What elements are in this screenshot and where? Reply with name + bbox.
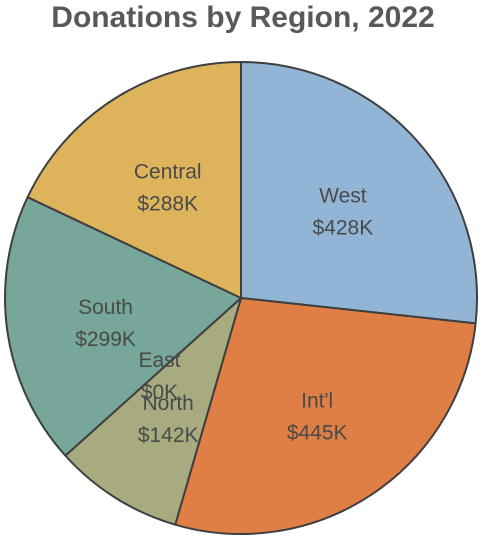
slice-name-east: East [138,349,180,372]
slice-value-central: $288K [137,192,198,215]
slice-name-west: West [319,185,367,208]
slice-value-west: $428K [312,217,373,240]
slice-label-central: Central $288K [134,160,202,215]
slice-name-north: North [143,392,194,415]
slice-name-south: South [78,296,133,319]
slice-value-north: $142K [138,424,199,447]
pie-slice-west [240,61,479,325]
slice-label-east: East $0K [138,349,180,404]
slice-label-south: South $299K [75,296,136,351]
slice-value-south: $299K [75,328,136,351]
pie-slice-central [26,61,242,299]
slice-label-west: West $428K [312,185,373,240]
slice-label-north: North $142K [138,392,199,447]
pie-slice-int-l [174,297,477,535]
chart-title: Donations by Region, 2022 [51,1,435,34]
pie-slice-south [4,196,242,457]
slice-name-central: Central [134,160,202,183]
slice-name-int-l: Int'l [301,390,333,413]
slice-value-east: $0K [141,381,178,404]
slice-label-int-l: Int'l $445K [287,390,348,445]
pie-slice-north [64,297,242,526]
slice-value-int-l: $445K [287,422,348,445]
